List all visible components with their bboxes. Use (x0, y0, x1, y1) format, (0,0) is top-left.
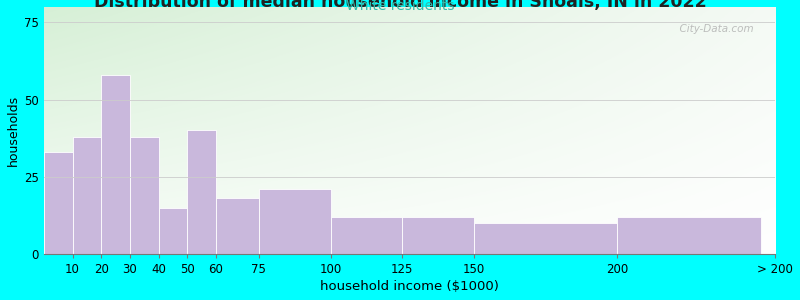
Bar (216, 198, 259, 254)
Bar (402, 217, 474, 254)
Bar (158, 208, 187, 254)
Bar (44, 152, 73, 254)
Text: White residents: White residents (346, 0, 454, 13)
Bar (618, 217, 761, 254)
Bar (330, 217, 402, 254)
Bar (130, 136, 158, 254)
Bar (187, 130, 216, 254)
Bar (259, 189, 330, 254)
Text: Distribution of median household income in Shoals, IN in 2022: Distribution of median household income … (94, 0, 706, 11)
Bar (474, 223, 618, 254)
Bar (73, 136, 102, 254)
Text: City-Data.com: City-Data.com (673, 24, 753, 34)
Bar (102, 75, 130, 254)
X-axis label: household income ($1000): household income ($1000) (320, 280, 499, 293)
Y-axis label: households: households (7, 95, 20, 166)
